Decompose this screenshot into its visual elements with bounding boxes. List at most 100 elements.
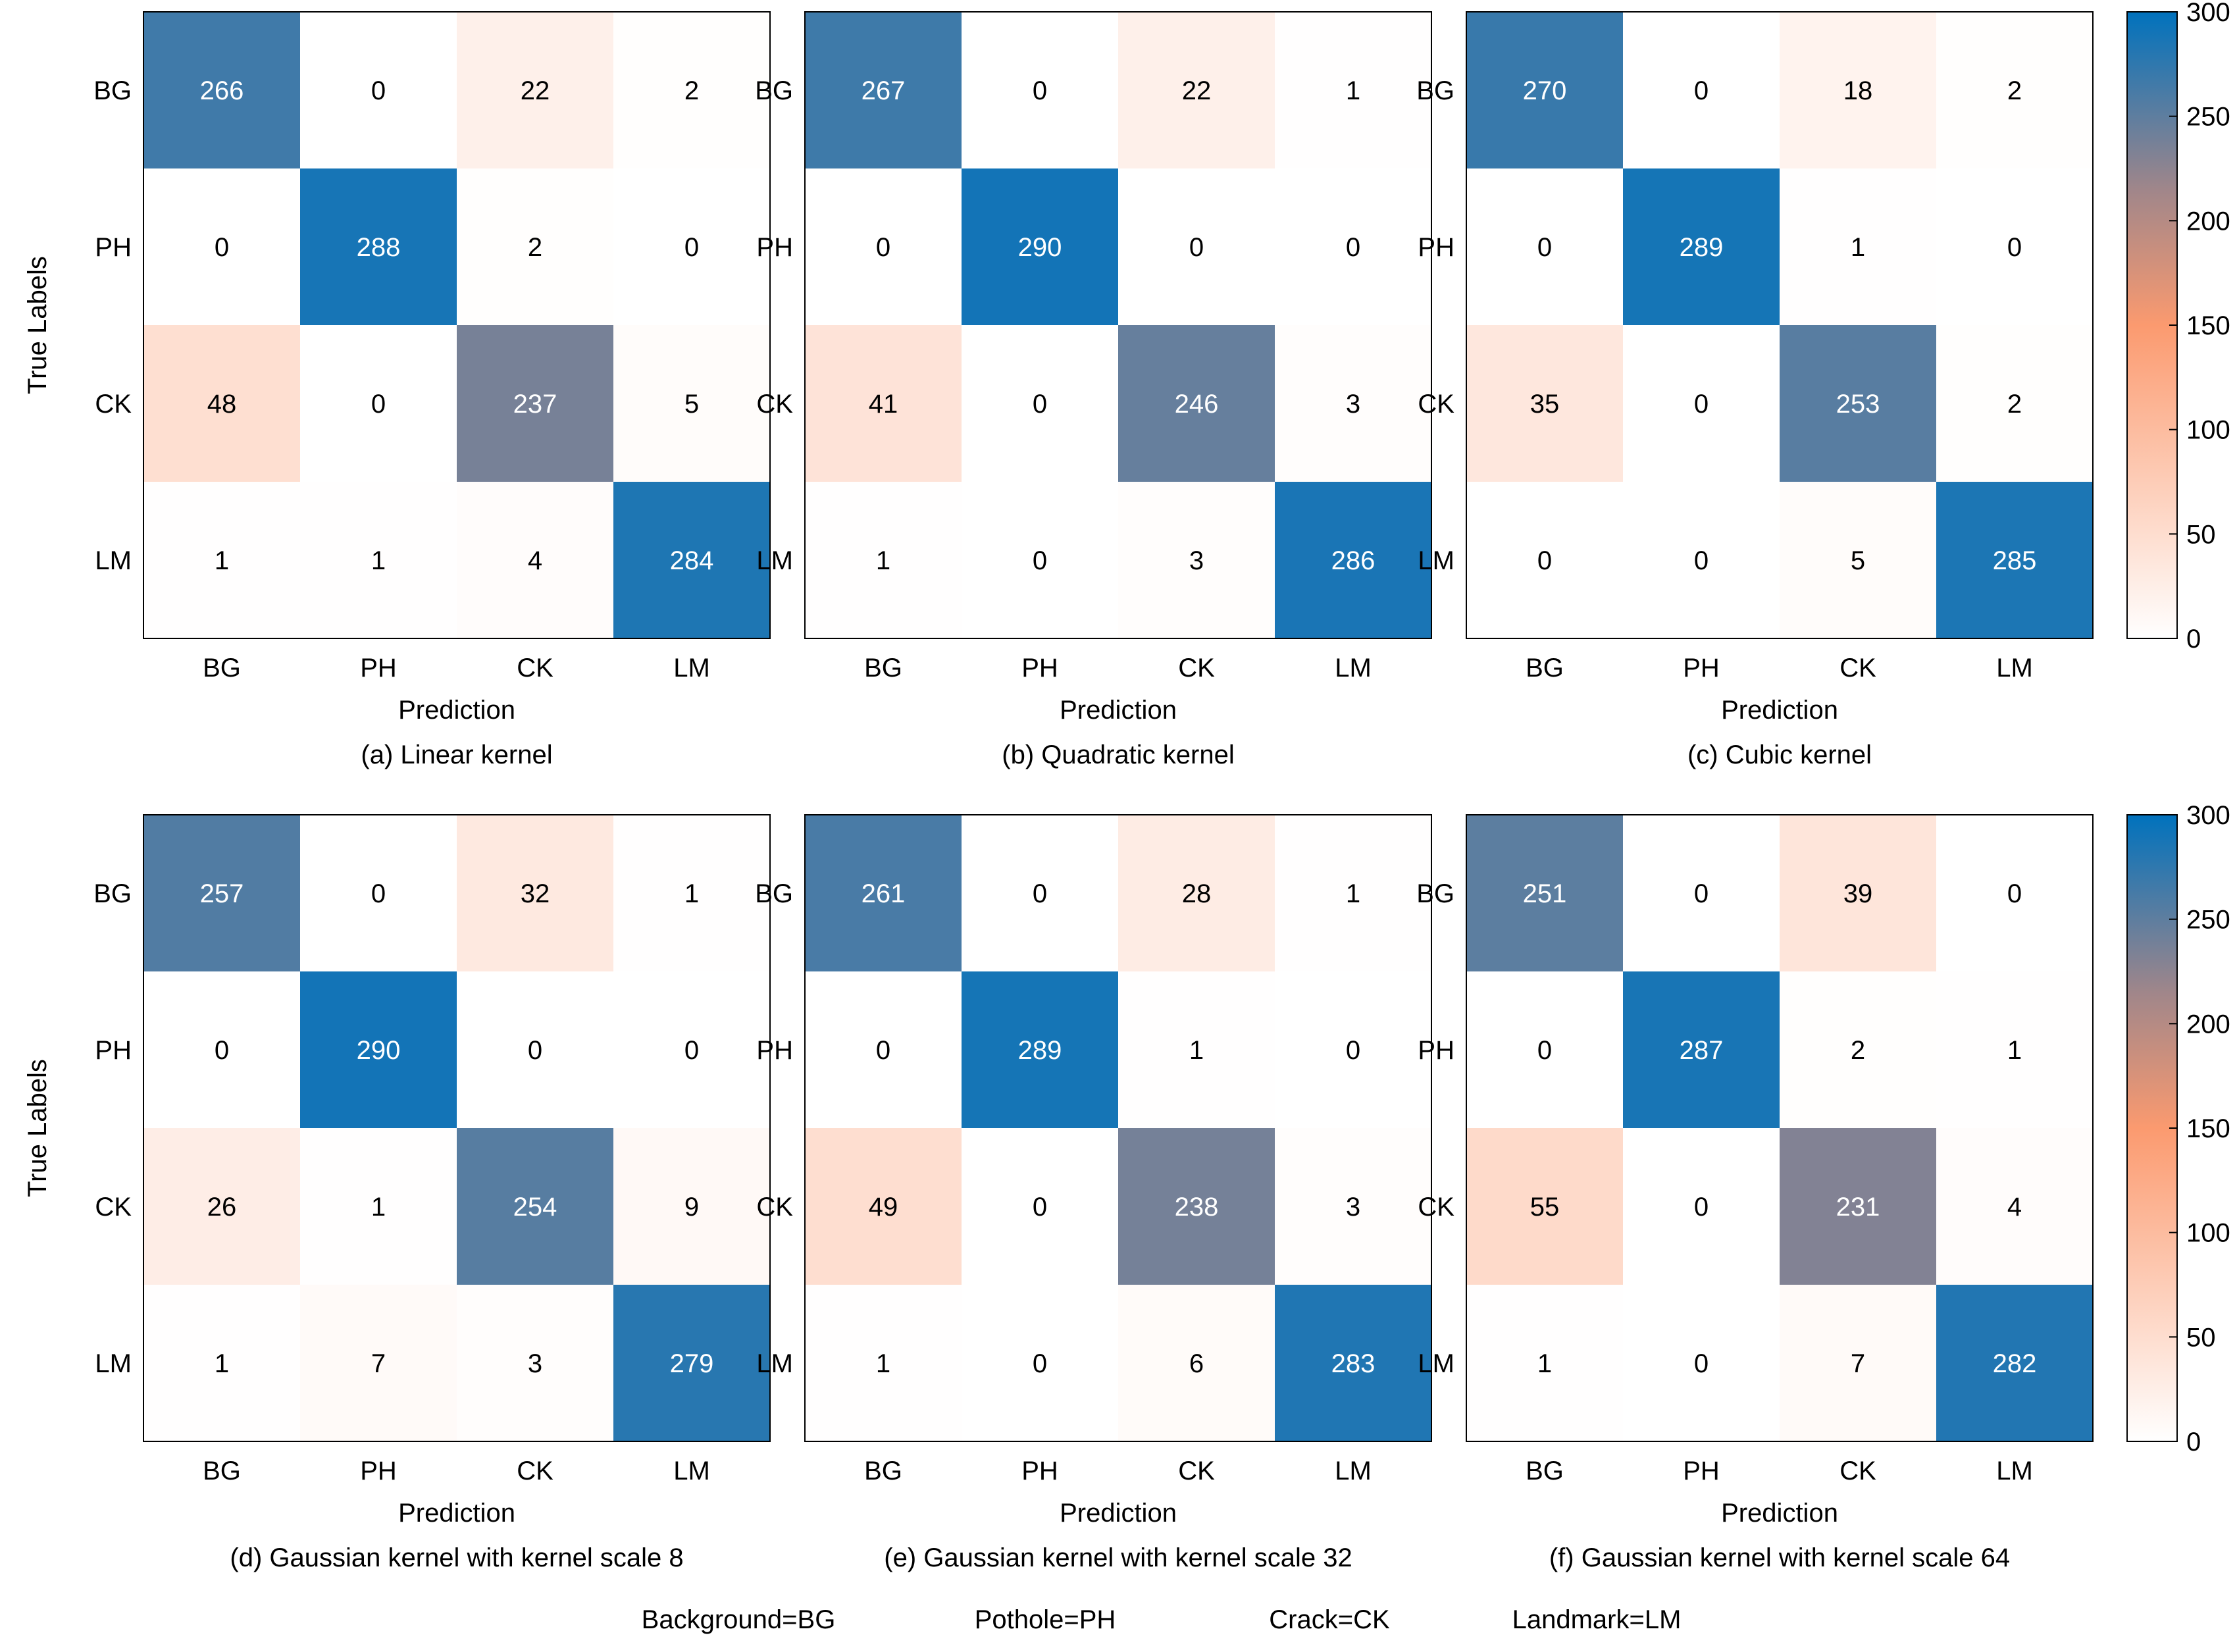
- cell-value: 22: [1182, 76, 1212, 105]
- colorbar-tick-label: 200: [2186, 207, 2230, 236]
- cell-value: 0: [1537, 1036, 1552, 1065]
- cell-value: 49: [869, 1193, 898, 1222]
- matrix-cell: [805, 1285, 962, 1442]
- matrix-cell: [1623, 1128, 1780, 1285]
- cell-value: 289: [1680, 233, 1724, 262]
- matrix-cell: [1936, 168, 2094, 326]
- x-axis-label: Prediction: [1060, 696, 1177, 725]
- matrix-cell: [1780, 12, 1937, 169]
- matrix-cell: [1623, 815, 1780, 972]
- cell-value: 0: [1033, 1193, 1047, 1222]
- colorbar-tick-label: 100: [2186, 1219, 2230, 1248]
- cell-value: 5: [684, 390, 699, 419]
- cell-value: 1: [684, 879, 699, 908]
- matrix-cell: [1275, 1285, 1432, 1442]
- matrix-cell: [143, 168, 301, 326]
- cell-value: 257: [200, 879, 244, 908]
- x-tick-label: CK: [517, 1457, 553, 1485]
- y-tick-label: LM: [756, 546, 793, 575]
- y-tick-label: LM: [1418, 1349, 1454, 1378]
- cell-value: 2: [2007, 390, 2022, 419]
- matrix-cell: [1780, 1285, 1937, 1442]
- matrix-cell: [300, 12, 457, 169]
- matrix-cell: [805, 168, 962, 326]
- x-tick-label: LM: [1996, 654, 2033, 683]
- cell-value: 0: [215, 233, 229, 262]
- colorbar-tick-label: 50: [2186, 520, 2216, 549]
- cell-value: 1: [876, 1349, 890, 1378]
- y-tick-label: CK: [1418, 390, 1454, 419]
- cell-value: 0: [1033, 879, 1047, 908]
- x-tick-label: BG: [864, 654, 902, 683]
- cell-value: 4: [2007, 1193, 2022, 1222]
- cell-value: 251: [1523, 879, 1567, 908]
- matrix-cell: [805, 815, 962, 972]
- y-tick-label: LM: [95, 546, 132, 575]
- x-axis-label: Prediction: [1721, 1499, 1838, 1528]
- cell-value: 0: [1694, 390, 1709, 419]
- cell-value: 28: [1182, 879, 1212, 908]
- cell-value: 3: [1189, 546, 1204, 575]
- x-tick-label: BG: [1526, 654, 1564, 683]
- cell-value: 3: [1346, 1193, 1360, 1222]
- matrix-cell: [1623, 12, 1780, 169]
- x-tick-label: LM: [673, 654, 710, 683]
- colorbar-tick-label: 100: [2186, 416, 2230, 445]
- x-tick-label: PH: [1021, 654, 1058, 683]
- cell-value: 41: [869, 390, 898, 419]
- matrix-cell: [1623, 971, 1780, 1129]
- cell-value: 1: [1851, 233, 1865, 262]
- cell-value: 0: [1694, 1349, 1709, 1378]
- cell-value: 253: [1836, 390, 1880, 419]
- matrix-cell: [1466, 325, 1624, 482]
- x-tick-label: LM: [1335, 1457, 1372, 1485]
- legend-item-bg: Background=BG: [642, 1605, 836, 1634]
- matrix-cell: [457, 971, 614, 1129]
- panel-caption: (a) Linear kernel: [361, 740, 552, 769]
- cell-value: 231: [1836, 1193, 1880, 1222]
- matrix-cell: [1936, 1285, 2094, 1442]
- matrix-cell: [1780, 482, 1937, 639]
- matrix-cell: [1118, 168, 1275, 326]
- cell-value: 5: [1851, 546, 1865, 575]
- cell-value: 0: [1537, 546, 1552, 575]
- y-tick-label: PH: [95, 1036, 132, 1065]
- cell-value: 266: [200, 76, 244, 105]
- matrix-cell: [300, 325, 457, 482]
- matrix-cell: [962, 482, 1119, 639]
- y-tick-label: PH: [756, 233, 793, 262]
- cell-value: 0: [684, 233, 699, 262]
- cell-value: 279: [670, 1349, 714, 1378]
- matrix-cell: [1275, 12, 1432, 169]
- confusion-matrix-panel: 251 0 39 0 0 287 2 1 55 0 231 4 1 0 7 282 BG PH CK LM BG PH CK…: [1416, 814, 2094, 1572]
- matrix-cell: [457, 815, 614, 972]
- y-tick-label: PH: [1418, 233, 1454, 262]
- matrix-cell: [962, 12, 1119, 169]
- matrix-cell: [613, 815, 771, 972]
- matrix-cell: [962, 1128, 1119, 1285]
- confusion-matrix-panel: 267 0 22 1 0 290 0 0 41 0 246 3 1 0 3 286 BG PH CK LM BG PH CK…: [755, 11, 1432, 769]
- cell-value: 26: [207, 1193, 237, 1222]
- matrix-cell: [1623, 168, 1780, 326]
- matrix-cell: [143, 12, 301, 169]
- cell-value: 267: [861, 76, 906, 105]
- panel-caption: (b) Quadratic kernel: [1002, 740, 1234, 769]
- confusion-matrix-panel: 270 0 18 2 0 289 1 0 35 0 253 2 0 0 5 285 BG PH CK LM BG PH CK…: [1416, 11, 2094, 769]
- matrix-cell: [143, 971, 301, 1129]
- cell-value: 3: [528, 1349, 542, 1378]
- matrix-cell: [457, 12, 614, 169]
- y-tick-label: BG: [755, 879, 793, 908]
- colorbar: 0 50 100 150 200 250 300: [2126, 801, 2230, 1457]
- y-axis-label: True Labels: [23, 1059, 52, 1197]
- x-tick-label: BG: [203, 1457, 241, 1485]
- y-tick-label: PH: [1418, 1036, 1454, 1065]
- matrix-cell: [805, 1128, 962, 1285]
- matrix-cell: [1466, 12, 1624, 169]
- panel-caption: (c) Cubic kernel: [1687, 740, 1872, 769]
- cell-value: 55: [1530, 1193, 1560, 1222]
- matrix-cell: [143, 1285, 301, 1442]
- cell-value: 0: [1033, 76, 1047, 105]
- cell-value: 261: [861, 879, 906, 908]
- cell-value: 1: [1189, 1036, 1204, 1065]
- cell-value: 286: [1331, 546, 1376, 575]
